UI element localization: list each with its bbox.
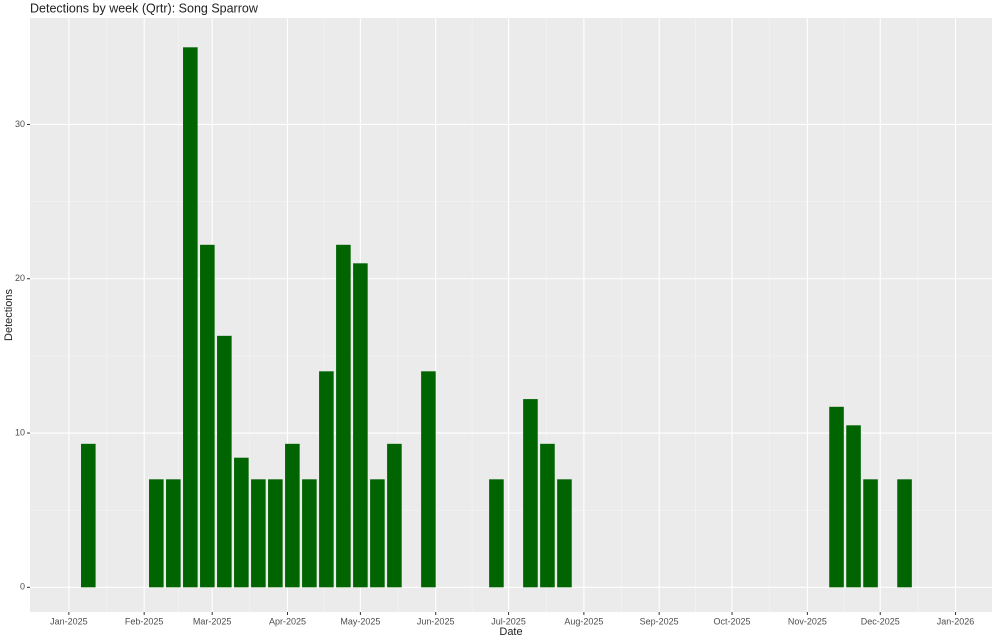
- bar: [268, 479, 283, 588]
- x-tick-label: Mar-2025: [193, 616, 232, 626]
- bar: [421, 371, 436, 588]
- bar: [353, 263, 368, 588]
- x-tick-label: Jun-2025: [417, 616, 455, 626]
- x-tick-label: Sep-2025: [640, 616, 679, 626]
- y-tick-label: 20: [15, 273, 25, 283]
- bar: [557, 479, 572, 588]
- x-tick-label: Jul-2025: [491, 616, 526, 626]
- x-tick-label: Oct-2025: [714, 616, 751, 626]
- bar: [166, 479, 181, 588]
- bar: [319, 371, 334, 588]
- x-tick-label: May-2025: [340, 616, 380, 626]
- bar: [200, 244, 215, 588]
- bar: [370, 479, 385, 588]
- bar: [897, 479, 912, 588]
- y-axis-title: Detections: [3, 289, 15, 341]
- bar: [251, 479, 266, 588]
- x-axis-title: Date: [499, 626, 522, 638]
- bar: [489, 479, 504, 588]
- bar: [302, 479, 317, 588]
- bar: [81, 443, 96, 588]
- x-tick-label: Nov-2025: [788, 616, 827, 626]
- bar: [387, 443, 402, 588]
- bar: [523, 399, 538, 588]
- x-tick-label: Aug-2025: [564, 616, 603, 626]
- x-tick-label: Jan-2025: [50, 616, 88, 626]
- bar: [285, 443, 300, 588]
- x-tick-label: Jan-2026: [937, 616, 975, 626]
- bar: [846, 425, 861, 588]
- y-tick-label: 10: [15, 427, 25, 437]
- bar: [234, 457, 249, 588]
- x-tick-label: Feb-2025: [125, 616, 164, 626]
- bar: [183, 47, 198, 588]
- y-tick-label: 0: [20, 582, 25, 592]
- x-tick-label: Apr-2025: [269, 616, 306, 626]
- bar: [149, 479, 164, 588]
- bar: [336, 244, 351, 588]
- bar: [863, 479, 878, 588]
- chart-title: Detections by week (Qrtr): Song Sparrow: [30, 1, 259, 15]
- bar: [217, 335, 232, 588]
- bar: [540, 443, 555, 588]
- x-tick-label: Dec-2025: [861, 616, 900, 626]
- bar: [829, 406, 844, 588]
- y-tick-label: 30: [15, 119, 25, 129]
